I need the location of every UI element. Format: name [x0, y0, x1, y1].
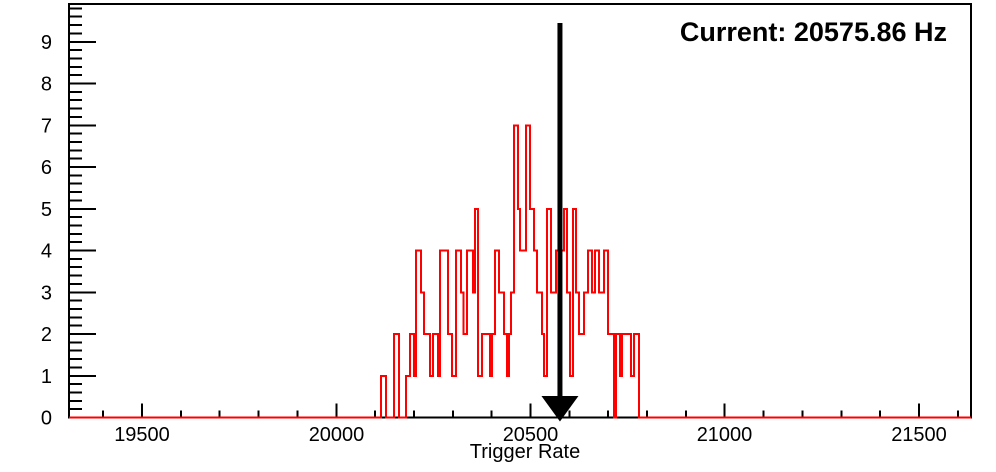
y-tick-label: 5 [41, 199, 52, 221]
x-tick-label: 21500 [891, 424, 947, 446]
arrow-head-icon [541, 396, 579, 422]
y-tick-label: 0 [41, 408, 52, 430]
plot-frame [68, 3, 972, 419]
axis-tick-labels: 19500 20000 20500 21000 21500 0 1 2 3 4 5 6 7 8 9 [41, 32, 947, 446]
current-rate-label: Current: 20575.86 Hz [680, 17, 947, 47]
y-tick-label: 2 [41, 324, 52, 346]
y-tick-label: 1 [41, 366, 52, 388]
histogram-line [69, 124, 971, 419]
x-axis-title: Trigger Rate [470, 441, 580, 463]
x-tick-label: 19500 [114, 424, 170, 446]
y-tick-label: 3 [41, 283, 52, 305]
y-tick-label: 9 [41, 32, 52, 54]
x-tick-label: 20000 [309, 424, 365, 446]
y-tick-label: 6 [41, 157, 52, 179]
x-tick-label: 20500 [503, 424, 559, 446]
y-tick-label: 8 [41, 74, 52, 96]
current-marker-arrow [541, 23, 579, 422]
x-tick-label: 21000 [697, 424, 753, 446]
y-tick-label: 4 [41, 241, 52, 263]
y-tick-label: 7 [41, 116, 52, 138]
